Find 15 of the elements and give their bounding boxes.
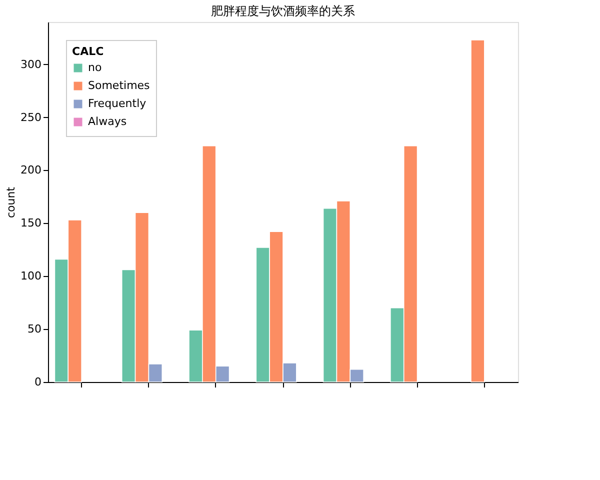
bar [470, 40, 485, 382]
legend-title: CALC [72, 45, 104, 58]
y-tick-label: 300 [20, 58, 42, 71]
y-tick-label: 100 [20, 270, 42, 283]
chart-title: 肥胖程度与饮酒频率的关系 [211, 4, 355, 18]
y-tick-label: 0 [34, 376, 42, 388]
legend-label: Always [88, 115, 127, 128]
y-tick-label: 50 [28, 322, 42, 336]
legend-label: Sometimes [88, 79, 150, 92]
y-tick-label: 250 [20, 110, 42, 124]
y-tick-label: 200 [20, 164, 42, 177]
y-axis-title: count [4, 186, 18, 218]
legend-label: no [88, 61, 102, 74]
legend-label: Frequently [88, 97, 147, 110]
y-tick-label: 150 [20, 216, 42, 230]
